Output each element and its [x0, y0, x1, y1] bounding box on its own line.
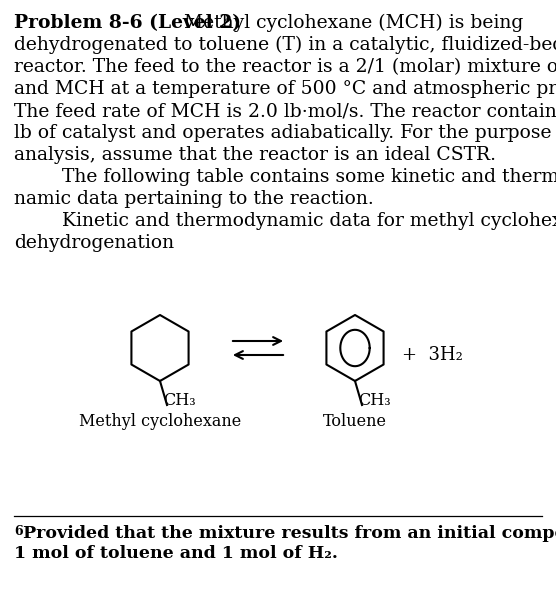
Text: The following table contains some kinetic and thermody-: The following table contains some kineti…: [14, 168, 556, 186]
Text: CH₃: CH₃: [358, 392, 391, 409]
Text: Problem 8-6 (Level 2): Problem 8-6 (Level 2): [14, 14, 241, 32]
Text: namic data pertaining to the reaction.: namic data pertaining to the reaction.: [14, 190, 374, 208]
Text: dehydrogenated to toluene (T) in a catalytic, fluidized-bed: dehydrogenated to toluene (T) in a catal…: [14, 36, 556, 54]
Text: dehydrogenation: dehydrogenation: [14, 234, 174, 252]
Text: analysis, assume that the reactor is an ideal CSTR.: analysis, assume that the reactor is an …: [14, 146, 496, 164]
Text: reactor. The feed to the reactor is a 2/1 (molar) mixture of H₂: reactor. The feed to the reactor is a 2/…: [14, 58, 556, 76]
Text: The feed rate of MCH is 2.0 lb·mol/s. The reactor contains 20.0: The feed rate of MCH is 2.0 lb·mol/s. Th…: [14, 102, 556, 120]
Text: +  3H₂: + 3H₂: [402, 346, 463, 364]
Text: 6: 6: [14, 525, 23, 538]
Text: Provided that the mixture results from an initial composition of: Provided that the mixture results from a…: [23, 525, 556, 542]
Text: and MCH at a temperature of 500 °C and atmospheric pressure.: and MCH at a temperature of 500 °C and a…: [14, 80, 556, 98]
Text: 1 mol of toluene and 1 mol of H₂.: 1 mol of toluene and 1 mol of H₂.: [14, 545, 338, 562]
Text: Kinetic and thermodynamic data for methyl cyclohexane: Kinetic and thermodynamic data for methy…: [14, 212, 556, 230]
Text: lb of catalyst and operates adiabatically. For the purpose of this: lb of catalyst and operates adiabaticall…: [14, 124, 556, 142]
Text: Methyl cyclohexane: Methyl cyclohexane: [79, 413, 241, 430]
Text: Methyl cyclohexane (MCH) is being: Methyl cyclohexane (MCH) is being: [166, 14, 523, 32]
Text: Toluene: Toluene: [323, 413, 387, 430]
Text: CH₃: CH₃: [163, 392, 196, 409]
